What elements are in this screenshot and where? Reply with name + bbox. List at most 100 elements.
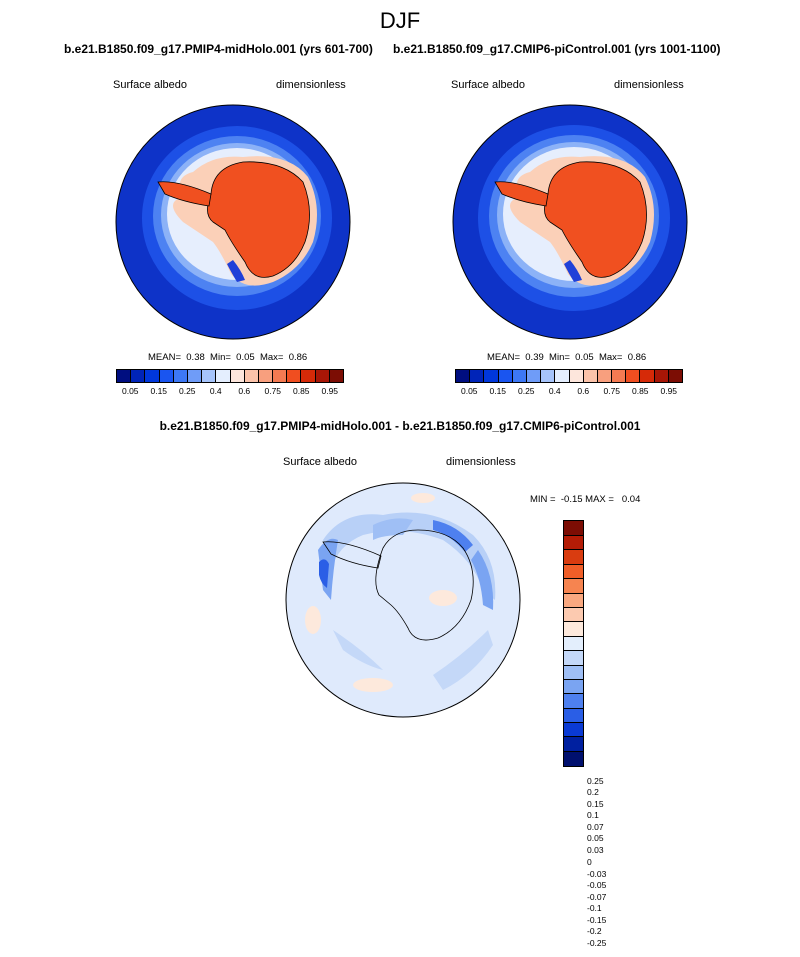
cb-abs-2-swatch-6 bbox=[541, 370, 556, 382]
cb-abs-1-label-6: 0.85 bbox=[292, 386, 310, 396]
panel2-colorbar-labels: 0.05 0.15 0.25 0.4 0.6 0.75 0.85 0.95 bbox=[455, 383, 683, 396]
panel1-map-field bbox=[116, 105, 350, 339]
panel2-units: dimensionless bbox=[614, 79, 684, 91]
cb-abs-1-swatch-15 bbox=[329, 370, 343, 382]
cb-abs-1-swatch-13 bbox=[301, 370, 316, 382]
cb-abs-2-swatch-9 bbox=[583, 370, 598, 382]
panel2-colorbar-bar bbox=[455, 369, 683, 383]
cb-diff-label-4: 0.07 bbox=[587, 821, 604, 832]
cb-abs-2-swatch-11 bbox=[612, 370, 627, 382]
cb-diff-swatch-12 bbox=[564, 694, 583, 709]
cb-abs-1-swatch-6 bbox=[202, 370, 217, 382]
panel3-units: dimensionless bbox=[446, 456, 516, 468]
cb-diff-swatch-0 bbox=[564, 521, 583, 536]
cb-abs-2-label-3: 0.4 bbox=[548, 386, 561, 396]
cb-abs-1-swatch-8 bbox=[230, 370, 245, 382]
cb-abs-2-swatch-4 bbox=[512, 370, 527, 382]
panel2-map-border bbox=[452, 104, 688, 340]
cb-diff-swatch-14 bbox=[564, 723, 583, 738]
cb-diff-label-11: -0.1 bbox=[587, 903, 602, 914]
cb-abs-2-swatch-10 bbox=[597, 370, 613, 382]
cb-diff-swatch-9 bbox=[564, 651, 583, 666]
panel1-title: b.e21.B1850.f09_g17.PMIP4-midHolo.001 (y… bbox=[64, 42, 373, 56]
cb-diff-swatch-13 bbox=[564, 708, 583, 724]
panel3-variable: Surface albedo bbox=[283, 456, 357, 468]
panel2-map-field bbox=[453, 105, 687, 339]
cb-abs-2-swatch-8 bbox=[569, 370, 584, 382]
panel3-map-field bbox=[286, 483, 520, 717]
cb-abs-1-label-2: 0.25 bbox=[178, 386, 196, 396]
figure-title: DJF bbox=[379, 8, 421, 33]
cb-abs-2-swatch-5 bbox=[526, 370, 542, 382]
cb-abs-2-swatch-0 bbox=[456, 370, 471, 382]
cb-abs-2-swatch-1 bbox=[470, 370, 485, 382]
cb-abs-2-swatch-12 bbox=[626, 370, 641, 382]
cb-abs-1-swatch-1 bbox=[131, 370, 146, 382]
cb-diff-swatch-8 bbox=[564, 636, 583, 652]
cb-diff-swatch-2 bbox=[564, 550, 583, 565]
cb-abs-1-swatch-9 bbox=[244, 370, 259, 382]
cb-diff-label-0: 0.25 bbox=[587, 775, 604, 786]
cb-diff-swatch-15 bbox=[564, 737, 583, 752]
cb-diff-swatch-1 bbox=[564, 536, 583, 551]
cb-diff-label-13: -0.2 bbox=[587, 926, 602, 937]
cb-abs-2-label-0: 0.05 bbox=[460, 386, 478, 396]
cb-diff-label-14: -0.25 bbox=[587, 937, 607, 948]
cb-diff-swatch-16 bbox=[564, 751, 583, 766]
panel3-map bbox=[285, 482, 521, 718]
cb-diff-label-12: -0.15 bbox=[587, 914, 607, 925]
cb-abs-1-label-5: 0.75 bbox=[264, 386, 282, 396]
cb-abs-1-label-1: 0.15 bbox=[150, 386, 168, 396]
cb-diff-label-3: 0.1 bbox=[587, 810, 599, 821]
cb-abs-1-swatch-7 bbox=[216, 370, 231, 382]
cb-abs-2-swatch-7 bbox=[555, 370, 570, 382]
cb-abs-1-swatch-11 bbox=[273, 370, 288, 382]
cb-diff-swatch-10 bbox=[564, 665, 583, 680]
cb-diff-label-5: 0.05 bbox=[587, 833, 604, 844]
cb-diff-label-6: 0.03 bbox=[587, 844, 604, 855]
panel1-colorbar: 0.05 0.15 0.25 0.4 0.6 0.75 0.85 0.95 bbox=[116, 369, 344, 396]
panel1-variable: Surface albedo bbox=[113, 79, 187, 91]
cb-abs-2-swatch-2 bbox=[484, 370, 499, 382]
cb-abs-1-label-3: 0.4 bbox=[209, 386, 222, 396]
cb-abs-2-swatch-14 bbox=[654, 370, 669, 382]
cb-abs-1-swatch-3 bbox=[159, 370, 174, 382]
cb-abs-1-swatch-12 bbox=[287, 370, 302, 382]
cb-diff-label-10: -0.07 bbox=[587, 891, 607, 902]
panel2-map bbox=[452, 104, 688, 340]
panel3-stats: MIN = -0.15 MAX = 0.04 bbox=[530, 494, 641, 505]
cb-diff-swatch-11 bbox=[564, 679, 583, 695]
panel1-map-border bbox=[115, 104, 351, 340]
cb-diff-swatch-6 bbox=[564, 607, 583, 623]
cb-abs-2-label-4: 0.6 bbox=[577, 386, 590, 396]
panel3-colorbar: 0.25 0.2 0.15 0.1 0.07 0.05 0.03 0 -0.03… bbox=[563, 520, 653, 948]
cb-diff-label-1: 0.2 bbox=[587, 787, 599, 798]
cb-diff-label-7: 0 bbox=[587, 856, 592, 867]
cb-diff-swatch-4 bbox=[564, 579, 583, 594]
cb-diff-label-8: -0.03 bbox=[587, 868, 607, 879]
cb-abs-2-label-1: 0.15 bbox=[489, 386, 507, 396]
cb-diff-label-9: -0.05 bbox=[587, 880, 607, 891]
cb-abs-1-swatch-2 bbox=[145, 370, 160, 382]
panel1-units: dimensionless bbox=[276, 79, 346, 91]
panel1-map bbox=[115, 104, 351, 340]
cb-abs-2-swatch-15 bbox=[668, 370, 682, 382]
panel3-map-border bbox=[285, 482, 521, 718]
cb-diff-label-2: 0.15 bbox=[587, 798, 604, 809]
cb-abs-1-swatch-14 bbox=[315, 370, 330, 382]
panel1-stats: MEAN= 0.38 Min= 0.05 Max= 0.86 bbox=[148, 352, 308, 363]
cb-abs-2-label-6: 0.85 bbox=[631, 386, 649, 396]
cb-abs-1-label-0: 0.05 bbox=[121, 386, 139, 396]
panel3-colorbar-labels: 0.25 0.2 0.15 0.1 0.07 0.05 0.03 0 -0.03… bbox=[587, 767, 677, 957]
panel2-title: b.e21.B1850.f09_g17.CMIP6-piControl.001 … bbox=[393, 42, 721, 56]
cb-abs-2-label-2: 0.25 bbox=[517, 386, 535, 396]
panel2-variable: Surface albedo bbox=[451, 79, 525, 91]
cb-abs-1-swatch-5 bbox=[187, 370, 203, 382]
panel2-colorbar: 0.05 0.15 0.25 0.4 0.6 0.75 0.85 0.95 bbox=[455, 369, 683, 396]
cb-abs-2-label-5: 0.75 bbox=[603, 386, 621, 396]
panel1-colorbar-bar bbox=[116, 369, 344, 383]
cb-abs-2-swatch-3 bbox=[498, 370, 513, 382]
cb-abs-1-swatch-4 bbox=[173, 370, 188, 382]
cb-abs-2-swatch-13 bbox=[640, 370, 655, 382]
cb-abs-1-label-4: 0.6 bbox=[238, 386, 251, 396]
